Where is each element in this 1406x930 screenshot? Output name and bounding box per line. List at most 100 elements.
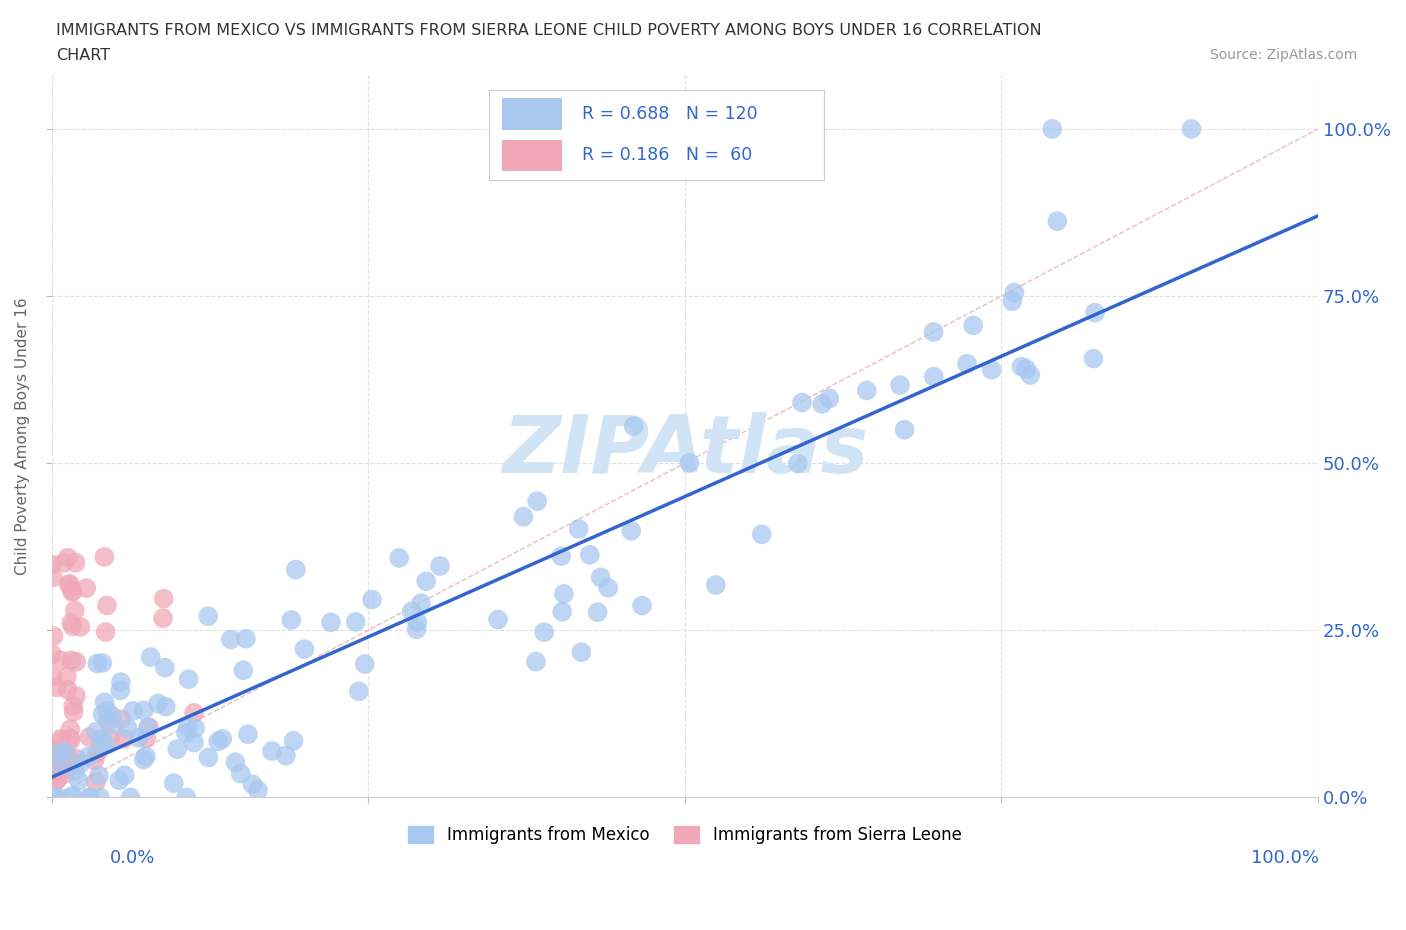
Point xyxy=(620,524,643,538)
Point xyxy=(59,722,82,737)
Point xyxy=(526,494,548,509)
Point xyxy=(429,559,451,574)
Point xyxy=(224,755,246,770)
Point xyxy=(56,551,79,565)
Point xyxy=(153,660,176,675)
Point xyxy=(152,611,174,626)
Point xyxy=(52,742,75,757)
Point xyxy=(347,684,370,698)
Point xyxy=(86,656,108,671)
Point xyxy=(1011,359,1033,374)
Point xyxy=(184,721,207,736)
Point xyxy=(260,744,283,759)
Point xyxy=(77,749,100,764)
Point xyxy=(56,682,79,697)
Point xyxy=(42,570,65,585)
Point xyxy=(406,615,429,630)
Point xyxy=(59,577,82,591)
Point xyxy=(45,773,67,788)
Point xyxy=(166,742,188,757)
Text: Source: ZipAtlas.com: Source: ZipAtlas.com xyxy=(1209,48,1357,62)
Point xyxy=(63,603,86,618)
Point xyxy=(41,770,63,785)
Point xyxy=(135,749,157,764)
Point xyxy=(353,657,375,671)
Point xyxy=(524,654,547,669)
Point xyxy=(174,790,197,804)
Point xyxy=(101,717,124,732)
Point xyxy=(48,790,70,804)
Point xyxy=(533,625,555,640)
Point xyxy=(415,574,437,589)
Point xyxy=(58,578,80,592)
Point xyxy=(67,773,90,788)
Point xyxy=(128,730,150,745)
Text: ZIPAtlas: ZIPAtlas xyxy=(502,412,868,490)
Point xyxy=(65,751,87,766)
Point xyxy=(98,731,121,746)
Point xyxy=(135,731,157,746)
Point xyxy=(91,731,114,746)
Point xyxy=(855,383,877,398)
Point xyxy=(63,764,86,778)
Point xyxy=(114,768,136,783)
Point xyxy=(704,578,727,592)
Point xyxy=(83,753,105,768)
Point xyxy=(49,732,72,747)
Point xyxy=(60,584,83,599)
Y-axis label: Child Poverty Among Boys Under 16: Child Poverty Among Boys Under 16 xyxy=(15,298,30,576)
Legend: Immigrants from Mexico, Immigrants from Sierra Leone: Immigrants from Mexico, Immigrants from … xyxy=(402,819,969,850)
Point xyxy=(790,395,813,410)
Point xyxy=(409,596,432,611)
Point xyxy=(69,619,91,634)
Point xyxy=(69,756,91,771)
Point xyxy=(56,670,79,684)
Point xyxy=(46,757,69,772)
Point xyxy=(59,733,82,748)
Point xyxy=(401,604,423,618)
Point xyxy=(922,325,945,339)
Text: 100.0%: 100.0% xyxy=(1251,849,1319,867)
Point xyxy=(110,711,132,726)
Point xyxy=(49,653,72,668)
Point xyxy=(568,522,591,537)
Point xyxy=(197,750,219,764)
Point xyxy=(62,790,84,804)
Point xyxy=(42,748,65,763)
Point xyxy=(197,609,219,624)
Point xyxy=(93,550,115,565)
Point xyxy=(1015,362,1038,377)
Point xyxy=(94,737,117,752)
Point xyxy=(183,735,205,750)
Point xyxy=(152,591,174,606)
Point xyxy=(623,418,645,433)
Point xyxy=(177,720,200,735)
Point xyxy=(117,721,139,736)
Point xyxy=(101,709,124,724)
Point xyxy=(48,746,70,761)
Point xyxy=(42,629,65,644)
Point xyxy=(41,646,63,661)
Point xyxy=(84,724,107,739)
Point xyxy=(589,570,612,585)
Point xyxy=(183,705,205,720)
Point xyxy=(79,790,101,804)
Text: IMMIGRANTS FROM MEXICO VS IMMIGRANTS FROM SIERRA LEONE CHILD POVERTY AMONG BOYS : IMMIGRANTS FROM MEXICO VS IMMIGRANTS FRO… xyxy=(56,23,1042,38)
Point xyxy=(550,549,572,564)
Point xyxy=(46,680,69,695)
Point xyxy=(79,730,101,745)
Point xyxy=(96,703,118,718)
Point xyxy=(786,456,808,471)
Point xyxy=(980,363,1002,378)
Point xyxy=(1019,367,1042,382)
Point xyxy=(551,604,574,619)
Point xyxy=(139,650,162,665)
Point xyxy=(361,592,384,607)
Point xyxy=(211,731,233,746)
Point xyxy=(41,670,63,684)
Point xyxy=(60,583,83,598)
Point xyxy=(49,734,72,749)
Point xyxy=(91,656,114,671)
Point xyxy=(678,456,700,471)
Point xyxy=(922,369,945,384)
